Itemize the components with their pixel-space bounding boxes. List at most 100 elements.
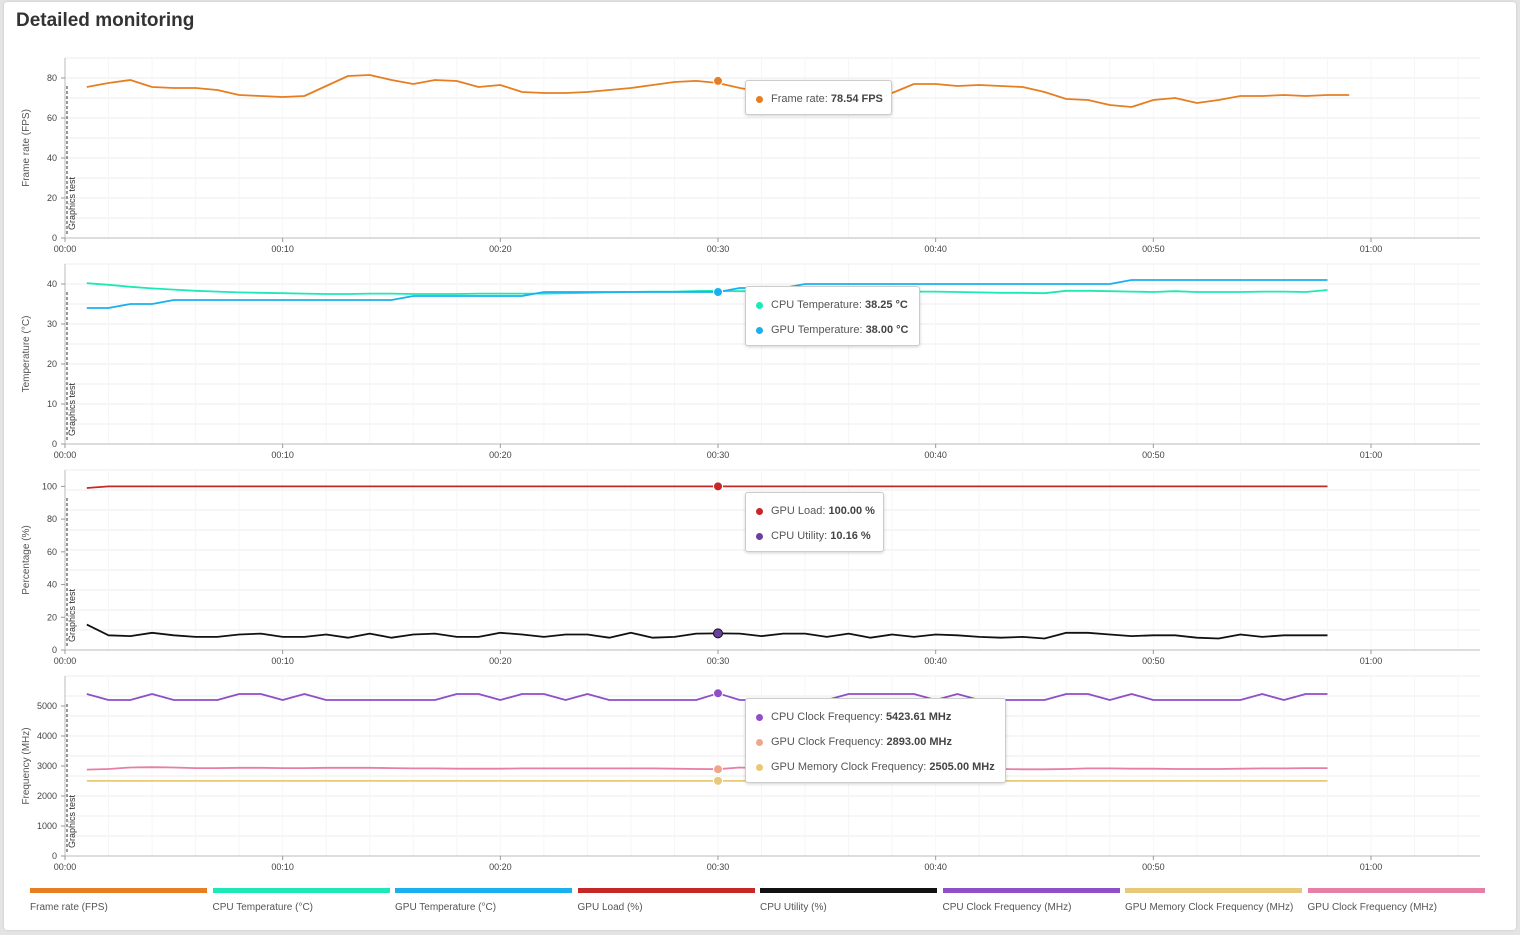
legend-label: CPU Utility (%) — [760, 902, 827, 913]
legend-color-bar — [1125, 888, 1302, 893]
x-tick-label: 00:30 — [707, 656, 730, 666]
x-tick-label: 00:50 — [1142, 450, 1165, 460]
tooltip-value: 10.16 % — [830, 530, 871, 542]
y-axis-title: Frequency (MHz) — [21, 727, 32, 804]
y-tick-label: 1000 — [37, 821, 57, 831]
series-dot-icon — [756, 507, 763, 515]
hover-point — [713, 287, 723, 297]
series-line-3-2 — [86, 623, 1328, 640]
legend-item[interactable]: Frame rate (FPS) — [30, 888, 207, 918]
legend-item[interactable]: CPU Clock Frequency (MHz) — [942, 888, 1120, 918]
legend-item[interactable]: CPU Temperature (°C) — [212, 888, 390, 918]
tooltip-value: 5423.61 MHz — [885, 711, 952, 723]
series-dot-icon — [756, 301, 763, 309]
tooltip-row: CPU Clock Frequency: 5423.61 MHz — [756, 705, 997, 730]
legend-label: Frame rate (FPS) — [30, 902, 108, 913]
x-tick-label: 00:50 — [1142, 244, 1165, 254]
x-tick-label: 01:00 — [1360, 244, 1383, 254]
y-tick-label: 0 — [52, 439, 57, 449]
legend-item[interactable]: GPU Clock Frequency (MHz) — [1307, 888, 1485, 918]
y-tick-label: 5000 — [37, 701, 57, 711]
tooltip-row: CPU Temperature: 38.25 °C — [756, 293, 911, 318]
y-tick-label: 10 — [47, 399, 57, 409]
tooltip-value: 2505.00 MHz — [929, 761, 995, 773]
x-tick-label: 00:50 — [1142, 862, 1165, 872]
x-tick-label: 00:40 — [924, 450, 947, 460]
legend-label: GPU Memory Clock Frequency (MHz) — [1125, 902, 1294, 913]
y-tick-label: 0 — [52, 233, 57, 243]
x-tick-label: 00:20 — [489, 450, 512, 460]
y-tick-label: 100 — [42, 481, 57, 491]
x-tick-label: 00:00 — [54, 656, 77, 666]
tooltip-label: GPU Memory Clock Frequency: — [771, 761, 930, 773]
chart-panel-1: 0 20 40 60 80 00:00 00:10 00:20 00:30 00:40 00:50 0… — [21, 57, 1480, 254]
y-tick-label: 60 — [47, 113, 57, 123]
series-line-2-2 — [86, 279, 1328, 309]
x-tick-label: 00:40 — [924, 656, 947, 666]
y-tick-label: 40 — [47, 153, 57, 163]
tooltip-row: GPU Temperature: 38.00 °C — [756, 318, 911, 343]
x-tick-label: 00:40 — [924, 244, 947, 254]
tooltip-2: CPU Temperature: 38.25 °C GPU Temperature… — [745, 286, 920, 346]
chart-legend: Frame rate (FPS) CPU Temperature (°C) GPU … — [30, 888, 1490, 918]
x-tick-label: 00:10 — [271, 862, 294, 872]
tooltip-row: CPU Utility: 10.16 % — [756, 524, 875, 549]
legend-color-bar — [760, 888, 937, 893]
y-tick-label: 30 — [47, 319, 57, 329]
hover-point — [713, 75, 723, 86]
x-tick-label: 00:10 — [271, 656, 294, 666]
x-tick-label: 00:30 — [707, 450, 730, 460]
y-tick-label: 2000 — [37, 791, 57, 801]
y-tick-label: 0 — [52, 645, 57, 655]
tooltip-value: 78.54 FPS — [830, 93, 883, 105]
tooltip-row: GPU Load: 100.00 % — [756, 499, 875, 524]
series-dot-icon — [756, 763, 763, 771]
legend-item[interactable]: GPU Load (%) — [577, 888, 755, 918]
graphics-test-label: Graphics test — [67, 176, 77, 230]
y-tick-label: 20 — [47, 193, 57, 203]
x-tick-label: 01:00 — [1360, 862, 1383, 872]
series-line-4-2 — [86, 766, 1328, 771]
tooltip-1: Frame rate: 78.54 FPS — [745, 80, 892, 115]
y-tick-label: 0 — [52, 851, 57, 861]
x-tick-label: 00:40 — [924, 862, 947, 872]
graphics-test-label: Graphics test — [67, 794, 77, 848]
y-tick-label: 20 — [47, 359, 57, 369]
y-axis-title: Temperature (°C) — [21, 316, 32, 393]
hover-point — [713, 688, 723, 699]
y-tick-label: 20 — [47, 612, 57, 622]
tooltip-label: Frame rate: — [771, 93, 831, 105]
tooltip-label: GPU Temperature: — [771, 324, 866, 336]
x-tick-label: 00:20 — [489, 862, 512, 872]
y-tick-label: 80 — [47, 73, 57, 83]
y-axis-title: Percentage (%) — [21, 525, 32, 594]
legend-label: CPU Temperature (°C) — [212, 902, 314, 913]
legend-color-bar — [212, 888, 390, 893]
legend-item[interactable]: GPU Temperature (°C) — [395, 888, 572, 918]
x-tick-label: 00:00 — [54, 244, 77, 254]
graphics-test-label: Graphics test — [67, 382, 77, 436]
x-tick-label: 00:20 — [489, 656, 512, 666]
series-line-4-1 — [86, 692, 1328, 701]
legend-label: CPU Clock Frequency (MHz) — [942, 902, 1072, 913]
legend-item[interactable]: GPU Memory Clock Frequency (MHz) — [1125, 888, 1302, 918]
hover-point — [713, 628, 723, 639]
legend-label: GPU Load (%) — [577, 902, 643, 913]
series-dot-icon — [756, 95, 763, 103]
graphics-test-label: Graphics test — [67, 588, 77, 642]
tooltip-label: GPU Clock Frequency: — [771, 736, 887, 748]
x-tick-label: 00:00 — [54, 450, 77, 460]
x-tick-label: 00:50 — [1142, 656, 1165, 666]
legend-color-bar — [395, 888, 572, 893]
y-axis-title: Frame rate (FPS) — [21, 109, 32, 187]
legend-item[interactable]: CPU Utility (%) — [760, 888, 937, 918]
legend-label: GPU Clock Frequency (MHz) — [1307, 902, 1437, 913]
x-tick-label: 00:20 — [489, 244, 512, 254]
page-title: Detailed monitoring — [16, 10, 195, 31]
series-dot-icon — [756, 713, 763, 721]
x-tick-label: 00:30 — [707, 862, 730, 872]
tooltip-value: 38.25 °C — [864, 299, 908, 311]
hover-point — [713, 481, 723, 492]
y-tick-label: 80 — [47, 514, 57, 524]
